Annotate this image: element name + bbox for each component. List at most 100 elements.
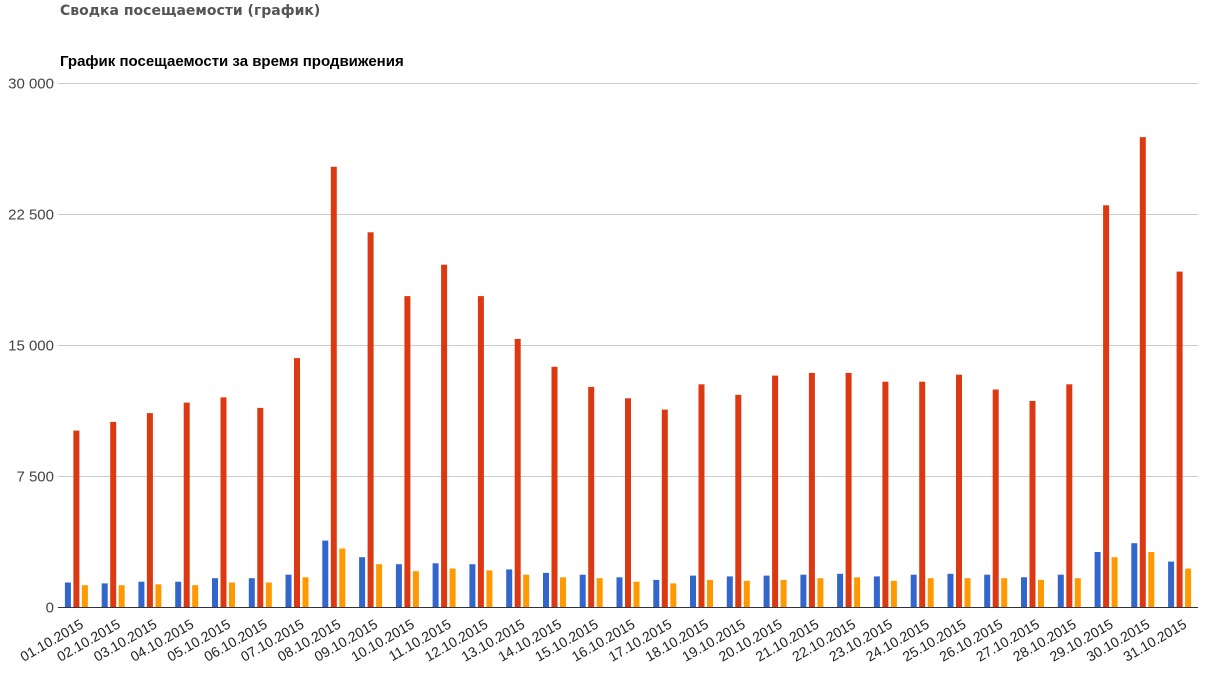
- bar-series-2[interactable]: [110, 421, 117, 607]
- bar-series-2[interactable]: [404, 296, 411, 607]
- page-title: Сводка посещаемости (график): [60, 3, 321, 19]
- bar-series-1[interactable]: [800, 574, 807, 607]
- bar-series-3[interactable]: [1074, 578, 1081, 607]
- bar-series-3[interactable]: [596, 578, 603, 607]
- bar-series-3[interactable]: [1148, 552, 1155, 607]
- bar-series-2[interactable]: [514, 338, 521, 607]
- bar-series-3[interactable]: [486, 570, 493, 607]
- bar-series-2[interactable]: [294, 358, 300, 607]
- bar-series-2[interactable]: [1029, 400, 1036, 607]
- bar-series-1[interactable]: [763, 575, 770, 607]
- bar-series-3[interactable]: [229, 582, 235, 608]
- bar-series-1[interactable]: [873, 576, 880, 607]
- bar-series-3[interactable]: [854, 577, 861, 607]
- bar-series-1[interactable]: [947, 573, 954, 607]
- bar-series-1[interactable]: [1131, 543, 1138, 607]
- bar-series-2[interactable]: [772, 375, 779, 607]
- bar-series-1[interactable]: [469, 564, 476, 607]
- bar-series-3[interactable]: [670, 583, 677, 607]
- bar-series-1[interactable]: [175, 581, 182, 607]
- bar-series-3[interactable]: [633, 581, 640, 607]
- bar-series-1[interactable]: [653, 579, 660, 607]
- bar-series-3[interactable]: [927, 578, 934, 607]
- bar-series-3[interactable]: [155, 584, 162, 607]
- bar-series-3[interactable]: [376, 564, 383, 607]
- bar-series-2[interactable]: [146, 413, 153, 607]
- x-axis: 01.10.201502.10.201503.10.201504.10.2015…: [17, 616, 1189, 665]
- bar-series-3[interactable]: [743, 580, 750, 607]
- bar-series-2[interactable]: [919, 381, 926, 607]
- bar-series-2[interactable]: [220, 397, 227, 607]
- bar-series-2[interactable]: [551, 366, 558, 607]
- y-axis: 0 7 500 15 000 22 500 30 000: [8, 76, 54, 617]
- bar-series-2[interactable]: [441, 264, 448, 607]
- bar-series-3[interactable]: [707, 579, 713, 607]
- bar-series-2[interactable]: [956, 374, 962, 607]
- bar-series-3[interactable]: [523, 574, 530, 607]
- bar-series-3[interactable]: [890, 580, 897, 607]
- bar-series-3[interactable]: [1001, 578, 1008, 607]
- bar-series-1[interactable]: [212, 578, 218, 607]
- bar-series-3[interactable]: [964, 578, 971, 607]
- bar-series-1[interactable]: [506, 569, 513, 607]
- chart-bars: [58, 137, 1198, 608]
- bar-series-1[interactable]: [101, 583, 108, 607]
- bar-series-1[interactable]: [322, 540, 329, 607]
- bar-series-3[interactable]: [1038, 579, 1044, 607]
- bar-series-2[interactable]: [735, 394, 742, 607]
- bar-series-3[interactable]: [1185, 568, 1192, 607]
- bar-series-3[interactable]: [560, 577, 566, 607]
- bar-series-2[interactable]: [183, 402, 190, 607]
- bar-series-2[interactable]: [73, 430, 80, 607]
- bar-series-1[interactable]: [359, 557, 366, 607]
- bar-series-3[interactable]: [780, 579, 787, 607]
- bar-series-2[interactable]: [367, 232, 374, 608]
- y-tick-label: 7 500: [16, 469, 54, 486]
- bar-series-1[interactable]: [138, 581, 145, 607]
- y-tick-label: 15 000: [8, 338, 54, 355]
- bar-series-2[interactable]: [477, 296, 484, 607]
- bar-series-1[interactable]: [248, 578, 255, 607]
- bar-series-1[interactable]: [543, 572, 549, 607]
- bar-series-3[interactable]: [339, 548, 346, 608]
- bar-series-3[interactable]: [118, 585, 125, 607]
- bar-series-3[interactable]: [302, 577, 309, 607]
- bar-series-2[interactable]: [992, 389, 999, 608]
- bar-series-1[interactable]: [910, 574, 917, 607]
- bar-series-1[interactable]: [432, 563, 439, 607]
- bar-series-1[interactable]: [726, 576, 733, 607]
- bar-series-2[interactable]: [1139, 137, 1146, 607]
- bar-series-2[interactable]: [845, 372, 852, 607]
- bar-series-3[interactable]: [449, 568, 456, 607]
- bar-series-1[interactable]: [1168, 561, 1175, 607]
- bar-series-2[interactable]: [698, 384, 705, 607]
- bar-series-1[interactable]: [285, 574, 292, 607]
- bar-series-1[interactable]: [690, 575, 696, 607]
- bar-series-3[interactable]: [192, 585, 199, 607]
- bar-series-2[interactable]: [1066, 384, 1073, 607]
- bar-series-1[interactable]: [64, 582, 71, 608]
- bar-series-2[interactable]: [588, 386, 595, 607]
- bar-series-3[interactable]: [265, 582, 272, 608]
- bar-series-1[interactable]: [984, 574, 991, 607]
- bar-series-1[interactable]: [1021, 577, 1027, 607]
- bar-series-2[interactable]: [625, 398, 631, 607]
- bar-series-1[interactable]: [1057, 574, 1064, 607]
- bar-series-2[interactable]: [808, 372, 815, 607]
- bar-series-2[interactable]: [1176, 271, 1183, 607]
- bar-series-3[interactable]: [412, 571, 419, 607]
- bar-series-1[interactable]: [395, 564, 402, 607]
- bar-series-1[interactable]: [837, 573, 844, 607]
- bar-series-3[interactable]: [1111, 557, 1118, 607]
- bar-series-3[interactable]: [81, 585, 88, 607]
- bar-series-2[interactable]: [1103, 205, 1110, 608]
- bar-series-3[interactable]: [817, 578, 824, 607]
- bar-series-2[interactable]: [257, 407, 264, 607]
- bar-series-1[interactable]: [616, 577, 623, 607]
- bar-series-2[interactable]: [882, 381, 889, 607]
- bar-series-1[interactable]: [1094, 552, 1101, 607]
- bar-series-1[interactable]: [579, 574, 586, 607]
- bar-series-2[interactable]: [330, 166, 337, 608]
- bar-series-2[interactable]: [661, 409, 668, 607]
